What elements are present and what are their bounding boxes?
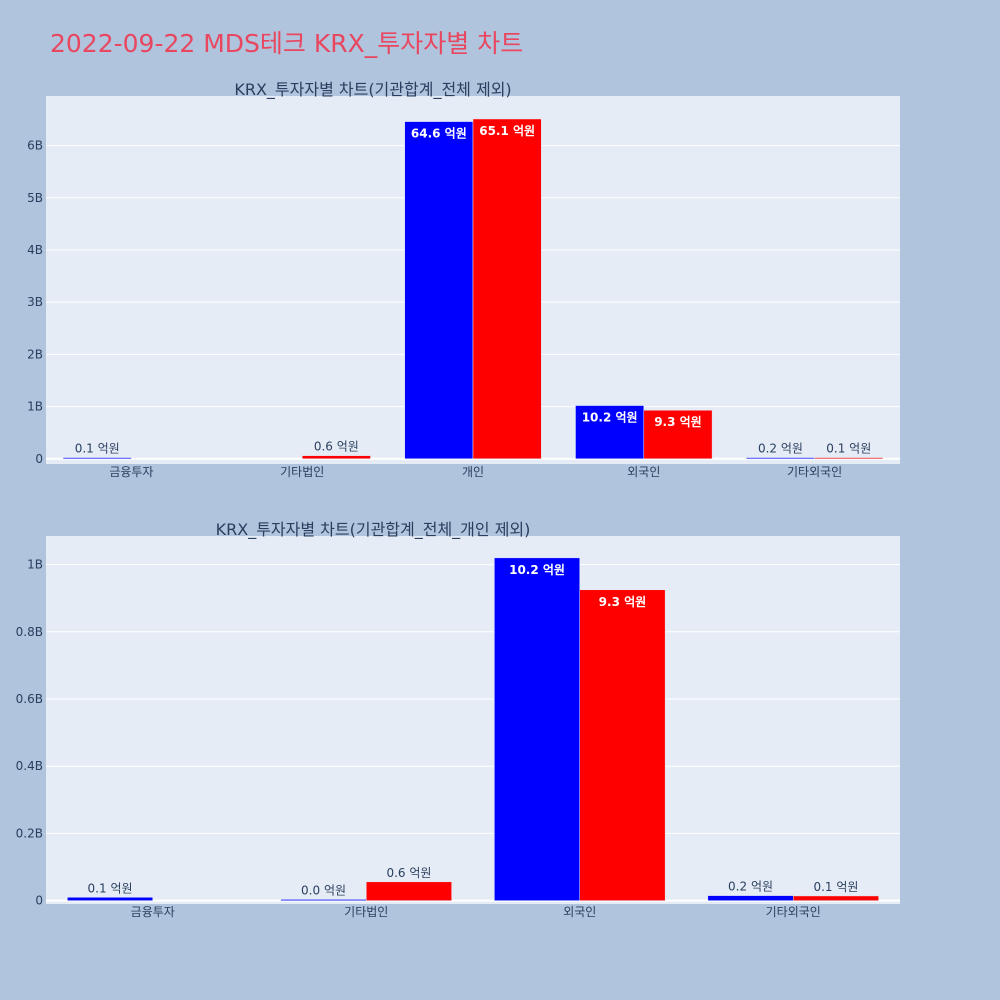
data-label: 64.6 억원 (411, 127, 467, 141)
x-tick-label: 외국인 (627, 465, 660, 479)
y-tick-label: 6B (27, 139, 43, 153)
y-tick-label: 3B (27, 295, 43, 309)
y-tick-label: 0 (35, 894, 43, 908)
y-tick-label: 2B (27, 347, 43, 361)
data-label: 10.2 억원 (582, 411, 638, 425)
data-label: 0.1 억원 (75, 442, 120, 456)
y-tick-label: 0.8B (16, 625, 43, 639)
data-label: 9.3 억원 (654, 415, 702, 429)
data-label: 0.1 억원 (826, 442, 871, 456)
data-label: 9.3 억원 (599, 595, 647, 609)
data-label: 0.1 억원 (88, 881, 133, 895)
bar (472, 118, 542, 460)
bar (643, 409, 713, 460)
bar (494, 557, 581, 901)
plot-area (46, 536, 900, 904)
chart-bottom: 0 0.2B 0.4B 0.6B 0.8B 1B KRX_투자자별 차트(기관합계_전체_개… (16, 520, 900, 919)
bar (707, 895, 794, 901)
y-tick-label: 0 (35, 452, 43, 466)
y-tick-label: 0.2B (16, 826, 43, 840)
bar (62, 457, 132, 460)
x-tick-label: 외국인 (563, 905, 596, 919)
data-label: 0.6 억원 (314, 440, 359, 454)
bar (301, 455, 371, 460)
x-tick-label: 기타법인 (344, 905, 388, 919)
x-tick-label: 기타법인 (280, 465, 324, 479)
data-label: 0.2 억원 (728, 880, 773, 894)
data-label: 10.2 억원 (509, 563, 565, 577)
data-label: 0.2 억원 (758, 442, 803, 456)
chart-top: 0 1B 2B 3B 4B 5B 6B KRX_투자자별 차트(기관합계_전체 제외) 금융투자… (27, 80, 900, 479)
page-title: 2022-09-22 MDS테크 KRX_투자자별 차트 (50, 29, 524, 58)
data-label: 0.0 억원 (301, 883, 346, 897)
bar (814, 457, 884, 460)
data-label: 65.1 억원 (479, 124, 535, 138)
x-tick-label: 개인 (462, 465, 484, 479)
y-tick-label: 0.4B (16, 759, 43, 773)
y-tick-label: 5B (27, 191, 43, 205)
x-tick-label: 금융투자 (109, 465, 153, 479)
x-tick-label: 기타외국인 (766, 905, 821, 919)
data-label: 0.1 억원 (813, 880, 858, 894)
bar (793, 895, 879, 901)
bar (404, 121, 474, 460)
y-tick-label: 4B (27, 243, 43, 257)
bar (280, 899, 367, 901)
bar (575, 405, 645, 460)
x-tick-label: 기타외국인 (787, 465, 842, 479)
y-tick-label: 1B (27, 400, 43, 414)
bar (366, 881, 452, 901)
bar (579, 589, 666, 901)
bar (746, 457, 815, 460)
y-tick-label: 0.6B (16, 692, 43, 706)
chart-title: KRX_투자자별 차트(기관합계_전체_개인 제외) (216, 520, 531, 540)
y-tick-label: 1B (27, 558, 43, 572)
bar (67, 897, 153, 901)
chart-title: KRX_투자자별 차트(기관합계_전체 제외) (234, 80, 511, 100)
data-label: 0.6 억원 (386, 866, 431, 880)
x-tick-label: 금융투자 (131, 905, 175, 919)
